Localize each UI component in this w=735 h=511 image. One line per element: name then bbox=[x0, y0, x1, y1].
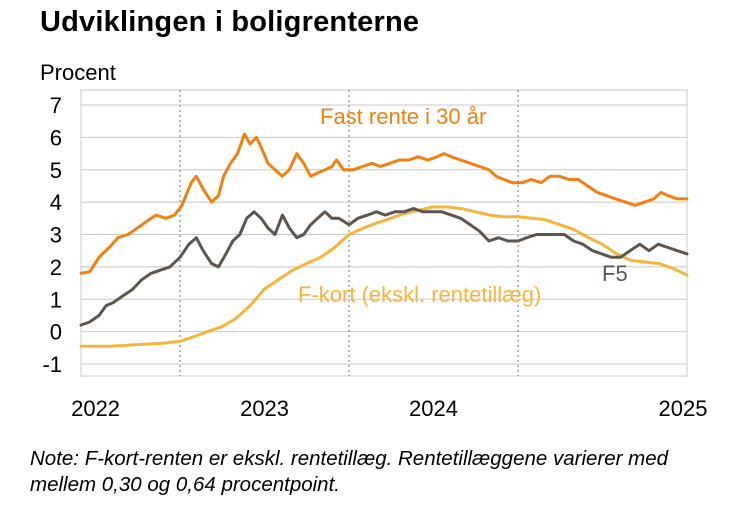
chart-note: Note: F-kort-renten er ekskl. rentetillæ… bbox=[30, 447, 669, 496]
chart: Procent 7 6 5 4 3 2 1 0 -1 2022 2023 2024 2025 Fast… bbox=[40, 60, 707, 421]
x-tick-label: 2023 bbox=[240, 396, 289, 421]
y-axis-ticks: 7 6 5 4 3 2 1 0 -1 bbox=[42, 93, 62, 377]
series-line-fkort bbox=[79, 205, 689, 348]
y-tick-label: -1 bbox=[42, 352, 62, 377]
y-tick-label: 2 bbox=[50, 255, 62, 280]
series-lines bbox=[79, 132, 689, 348]
y-tick-label: 3 bbox=[50, 223, 62, 248]
series-label-fast: Fast rente i 30 år bbox=[320, 104, 486, 129]
x-tick-label: 2025 bbox=[659, 396, 708, 421]
series-label-f5: F5 bbox=[602, 261, 628, 286]
y-tick-label: 5 bbox=[50, 158, 62, 183]
x-tick-label: 2022 bbox=[71, 396, 120, 421]
y-tick-label: 0 bbox=[50, 320, 62, 345]
chart-title: Udviklingen i boligrenterne bbox=[40, 6, 420, 38]
series-label-fkort: F-kort (ekskl. rentetillæg) bbox=[298, 282, 541, 307]
x-axis-ticks: 2022 2023 2024 2025 bbox=[71, 396, 707, 421]
series-line-f5 bbox=[79, 207, 689, 327]
y-axis-unit-label: Procent bbox=[40, 60, 116, 85]
plot-area bbox=[80, 89, 688, 377]
series-line-fast bbox=[79, 132, 689, 275]
y-tick-label: 1 bbox=[50, 287, 62, 312]
x-tick-label: 2024 bbox=[409, 396, 458, 421]
y-tick-label: 6 bbox=[50, 125, 62, 150]
y-tick-label: 7 bbox=[50, 93, 62, 118]
y-tick-label: 4 bbox=[50, 190, 62, 215]
